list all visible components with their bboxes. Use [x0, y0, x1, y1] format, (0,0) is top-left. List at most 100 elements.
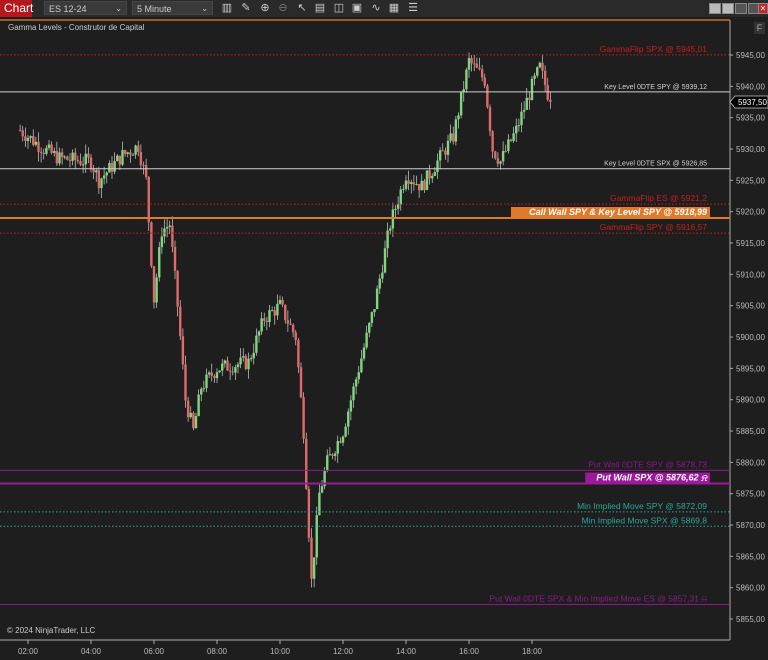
bar-type-icon[interactable]: ▥	[221, 2, 233, 14]
chart-separator	[0, 19, 730, 21]
candle-body	[87, 153, 90, 158]
candle-body	[528, 97, 531, 100]
cursor-icon[interactable]: ↖	[297, 2, 307, 14]
candle-body	[425, 170, 429, 190]
candle-body	[163, 228, 166, 237]
candle-body	[284, 304, 287, 321]
candle-body	[142, 165, 145, 167]
candle-body	[134, 145, 137, 155]
candle-body	[368, 322, 371, 333]
current-price-tag	[729, 95, 768, 109]
candle-body	[381, 272, 384, 279]
candle-body	[247, 358, 250, 370]
price-tick-label: 5895,00	[736, 364, 765, 373]
tile-icon[interactable]	[722, 3, 734, 14]
candle-body	[543, 70, 547, 86]
chevron-down-icon: ⌄	[115, 4, 122, 13]
price-tick-label: 5885,00	[736, 427, 765, 436]
chart-title: Gamma Levels - Construtor de Capital	[8, 23, 145, 32]
candle-body	[488, 107, 492, 132]
candle-body	[202, 388, 206, 390]
pencil-icon[interactable]: ✎	[241, 2, 251, 14]
tile-icon[interactable]	[709, 3, 721, 14]
zoom-out-icon[interactable]: ⊖	[278, 2, 288, 14]
f-button[interactable]: F	[754, 22, 765, 34]
instrument-select[interactable]: ES 12-24 ⌄	[44, 1, 127, 15]
candle-body	[462, 89, 465, 92]
strategies-icon[interactable]: ▣	[351, 2, 363, 14]
drawing-tools-icon[interactable]: ∿	[371, 2, 381, 14]
price-tick-label: 5945,00	[736, 51, 765, 60]
candle-body	[260, 318, 263, 332]
price-tick-label: 5940,00	[736, 82, 765, 91]
candle-body	[126, 152, 129, 154]
candle-body	[273, 310, 276, 316]
candle-body	[131, 154, 135, 156]
level-label: Min Implied Move SPY @ 5872,09	[577, 501, 707, 511]
candle-body	[475, 63, 479, 68]
candle-body	[197, 394, 200, 416]
candle-body	[21, 130, 24, 137]
price-tick-label: 5935,00	[736, 114, 765, 123]
candle-body	[205, 374, 208, 389]
price-tick-label: 5870,00	[736, 521, 765, 530]
candle-body	[144, 165, 148, 177]
candle-body	[37, 141, 40, 152]
candle-body	[420, 180, 423, 191]
candle-body	[365, 332, 368, 348]
instrument-value: ES 12-24	[49, 4, 87, 14]
candle-body	[428, 170, 431, 179]
time-tick-label: 16:00	[459, 647, 480, 656]
level-badge	[510, 207, 710, 218]
time-tick-label: 06:00	[144, 647, 165, 656]
zoom-in-icon[interactable]: ⊕	[260, 2, 270, 14]
candle-body	[97, 170, 101, 189]
indicators-icon[interactable]: ▦	[388, 2, 400, 14]
price-tick-label: 5925,00	[736, 176, 765, 185]
candle-body	[42, 152, 45, 154]
candle-body	[278, 299, 282, 304]
candle-body	[446, 140, 450, 155]
candle-body	[294, 332, 297, 341]
level-label: Put Wall SPX @ 5876,62 ⍾	[596, 473, 708, 483]
candle-body	[60, 152, 64, 158]
candle-body	[465, 69, 468, 90]
candle-body	[121, 150, 124, 165]
candle-body	[396, 204, 400, 209]
level-label: Put Wall 0DTE SPX & Min Implied Move ES …	[489, 594, 707, 604]
candle-body	[123, 150, 127, 154]
toolbar: Chart ES 12-24 ⌄ 5 Minute ⌄ ▥ ✎ ⊕ ⊖ ↖ ▤ ◫ …	[0, 0, 768, 17]
time-tick-label: 02:00	[18, 647, 39, 656]
price-tick-label: 5920,00	[736, 208, 765, 217]
candle-body	[116, 155, 119, 162]
candle-body	[441, 150, 444, 152]
candle-body	[53, 150, 56, 153]
candle-body	[354, 379, 358, 387]
candle-body	[79, 161, 82, 165]
candle-body	[226, 360, 229, 371]
candle-body	[45, 147, 48, 154]
chart-menu-button[interactable]: Chart	[0, 0, 33, 17]
candle-body	[200, 388, 203, 395]
candle-body	[276, 303, 279, 316]
candle-body	[137, 145, 140, 152]
candle-body	[95, 170, 98, 173]
candle-body	[509, 139, 513, 141]
candle-body	[470, 58, 473, 64]
candle-body	[452, 133, 455, 142]
properties-icon[interactable]: ◫	[333, 2, 345, 14]
chart-trader-icon[interactable]: ☰	[408, 2, 418, 14]
minimize-icon[interactable]	[735, 3, 747, 14]
candle-body	[289, 323, 292, 325]
candle-body	[318, 492, 321, 516]
level-label: Call Wall SPY & Key Level SPY @ 5918,99	[529, 207, 707, 217]
interval-select[interactable]: 5 Minute ⌄	[132, 1, 213, 15]
data-box-icon[interactable]: ▤	[314, 2, 326, 14]
candle-body	[375, 288, 379, 310]
candle-body	[155, 277, 158, 303]
candle-body	[320, 486, 324, 493]
candle-body	[234, 367, 237, 373]
candle-body	[189, 412, 192, 418]
candle-body	[242, 356, 245, 358]
